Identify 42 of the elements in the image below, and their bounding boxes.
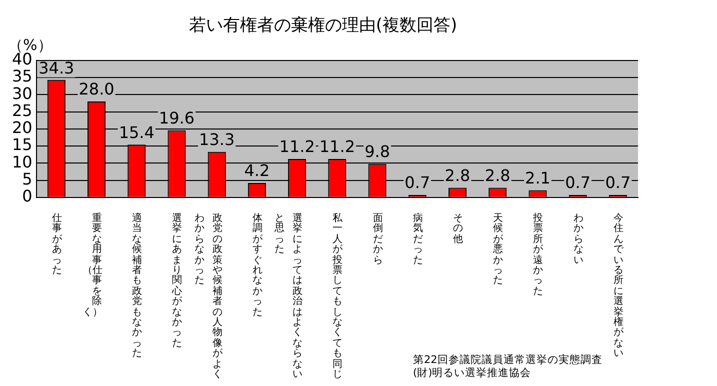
x-tick-label: 投票所が遠かった	[533, 213, 544, 297]
data-label: 34.3	[38, 58, 74, 78]
data-label: 2.8	[444, 166, 470, 185]
y-tick-label: 10	[12, 152, 32, 172]
y-axis-title: （%）	[8, 36, 52, 54]
x-tick-label: その他	[453, 213, 463, 245]
x-tick-label: 仕事があった	[52, 213, 62, 276]
category-label: 選挙にあまり関心がなかった	[172, 213, 182, 349]
data-label: 0.7	[404, 173, 430, 192]
data-label: 2.1	[525, 168, 550, 188]
y-tick-label: 25	[12, 100, 32, 120]
y-tick-label: 30	[12, 84, 32, 103]
data-label: 11.2	[319, 137, 355, 156]
y-tick-label: 35	[12, 66, 32, 86]
y-tick-label: 0	[22, 186, 32, 206]
y-tick-label: 5	[22, 169, 32, 188]
chart-title: 若い有権者の棄権の理由(複数回答)	[188, 16, 458, 36]
data-label: 15.4	[118, 122, 154, 142]
text: (財)明るい選挙推進協会	[413, 367, 532, 380]
text: 第22回参議院議員通常選挙の実態調査	[413, 354, 602, 367]
category-label: 私一人が投票してもしなくても同じ	[332, 213, 343, 380]
data-label: 19.6	[158, 108, 195, 128]
category-label: 重要な用事（仕事を除く）	[82, 213, 103, 318]
category-label: 今住んでいる所に選挙権がない	[613, 213, 624, 360]
data-label: 9.8	[364, 142, 390, 161]
x-tick-label: わからない	[573, 213, 584, 266]
data-label: 11.2	[279, 137, 315, 156]
x-tick-label: 病気だった	[412, 213, 423, 266]
data-label: 4.2	[244, 161, 270, 180]
category-label: 政党の政策や候補者の人物像がよくわからなかった	[194, 213, 222, 380]
y-tick-label: 15	[12, 135, 32, 154]
data-label: 2.8	[484, 166, 510, 185]
data-label: 0.7	[565, 173, 591, 192]
category-label: 適当な候補者も政党もなかった	[132, 213, 142, 360]
x-tick-label: 面倒だから	[372, 213, 383, 266]
category-label: 選挙によっては政治はよくならないと思った	[274, 213, 303, 380]
x-tick-label: 天候が悪かった	[493, 213, 504, 286]
data-label: 13.3	[199, 130, 235, 150]
category-label: 体調がすぐれなかった	[252, 213, 262, 318]
y-tick-label: 20	[12, 118, 32, 138]
data-label: 0.7	[605, 173, 631, 192]
data-label: 28.0	[78, 80, 114, 99]
